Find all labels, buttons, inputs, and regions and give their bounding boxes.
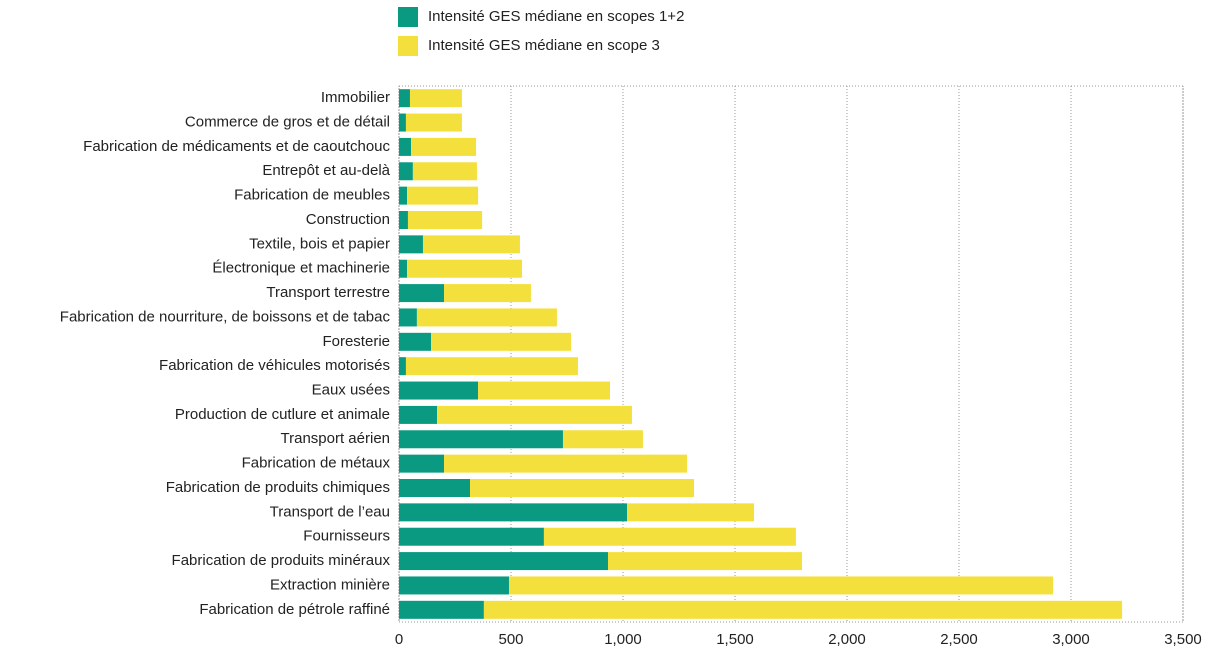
y-tick-label: Eaux usées [312,382,390,399]
bar [399,89,410,108]
bar [399,479,471,497]
y-tick-label: Fabrication de produits minéraux [172,552,391,569]
bar [416,308,557,327]
y-tick-label: Transport aérien [281,430,391,447]
y-tick-label: Transport de l’eau [270,503,390,520]
y-tick-label: Immobilier [321,89,390,106]
bar [399,186,408,205]
bar [399,527,544,546]
bar [431,332,572,351]
legend-swatch [398,36,418,56]
bar [627,503,755,522]
x-tick-label: 500 [498,631,523,648]
y-tick-label: Foresterie [322,333,390,350]
bar [399,332,432,351]
bar [399,430,563,449]
bar [399,137,412,156]
bar [422,235,520,254]
bar [407,211,483,229]
y-tick-label: Transport terrestre [266,284,390,301]
bar [399,576,509,595]
y-tick-label: Fabrication de meubles [234,187,390,204]
y-tick-label: Électronique et machinerie [212,260,390,277]
legend-label: Intensité GES médiane en scope 3 [428,37,660,54]
bar [407,259,522,278]
bar [399,235,423,254]
y-tick-label: Fabrication de métaux [242,455,391,472]
y-tick-label: Extraction minière [270,576,390,593]
bar [399,211,408,229]
bar [399,357,406,376]
bar [405,113,462,132]
bar [562,430,643,449]
bar [607,552,802,571]
y-tick-label: Fabrication de produits chimiques [166,479,390,496]
legend-label: Intensité GES médiane en scopes 1+2 [428,8,684,25]
bar [407,186,479,205]
bar [405,357,578,376]
bar [399,405,438,424]
bar [399,162,413,181]
bar [399,308,417,327]
bar [437,405,632,424]
x-tick-label: 1,500 [716,631,754,648]
bar [444,454,688,473]
y-tick-label: Fabrication de véhicules motorisés [159,357,390,374]
bar [508,576,1054,595]
bar [399,113,406,132]
x-tick-label: 2,000 [828,631,866,648]
legend-swatch [398,7,418,27]
x-tick-label: 3,500 [1164,631,1202,648]
bar [409,89,462,108]
bar [399,552,608,571]
bar [483,600,1123,619]
y-tick-label: Fabrication de médicaments et de caoutch… [83,138,390,155]
x-tick-label: 0 [395,631,403,648]
bar [412,162,477,181]
y-tick-label: Fabrication de nourriture, de boissons e… [60,308,391,325]
bar [411,137,477,156]
x-tick-label: 2,500 [940,631,978,648]
bar [444,284,531,303]
bar [478,381,611,400]
bar [399,381,479,400]
y-tick-label: Textile, bois et papier [249,235,390,252]
x-tick-label: 1,000 [604,631,642,648]
y-tick-label: Construction [306,211,390,228]
bar [470,479,695,497]
bar [399,600,484,619]
bar [399,284,445,303]
y-tick-label: Fournisseurs [303,528,390,545]
x-tick-label: 3,000 [1052,631,1090,648]
y-tick-label: Production de cutlure et animale [175,406,390,423]
bar [399,503,628,522]
bar [399,454,445,473]
y-tick-label: Fabrication de pétrole raffiné [199,601,390,618]
y-tick-label: Entrepôt et au-delà [262,162,390,179]
y-tick-label: Commerce de gros et de détail [185,114,390,131]
bar [543,527,796,546]
bar [399,259,408,278]
